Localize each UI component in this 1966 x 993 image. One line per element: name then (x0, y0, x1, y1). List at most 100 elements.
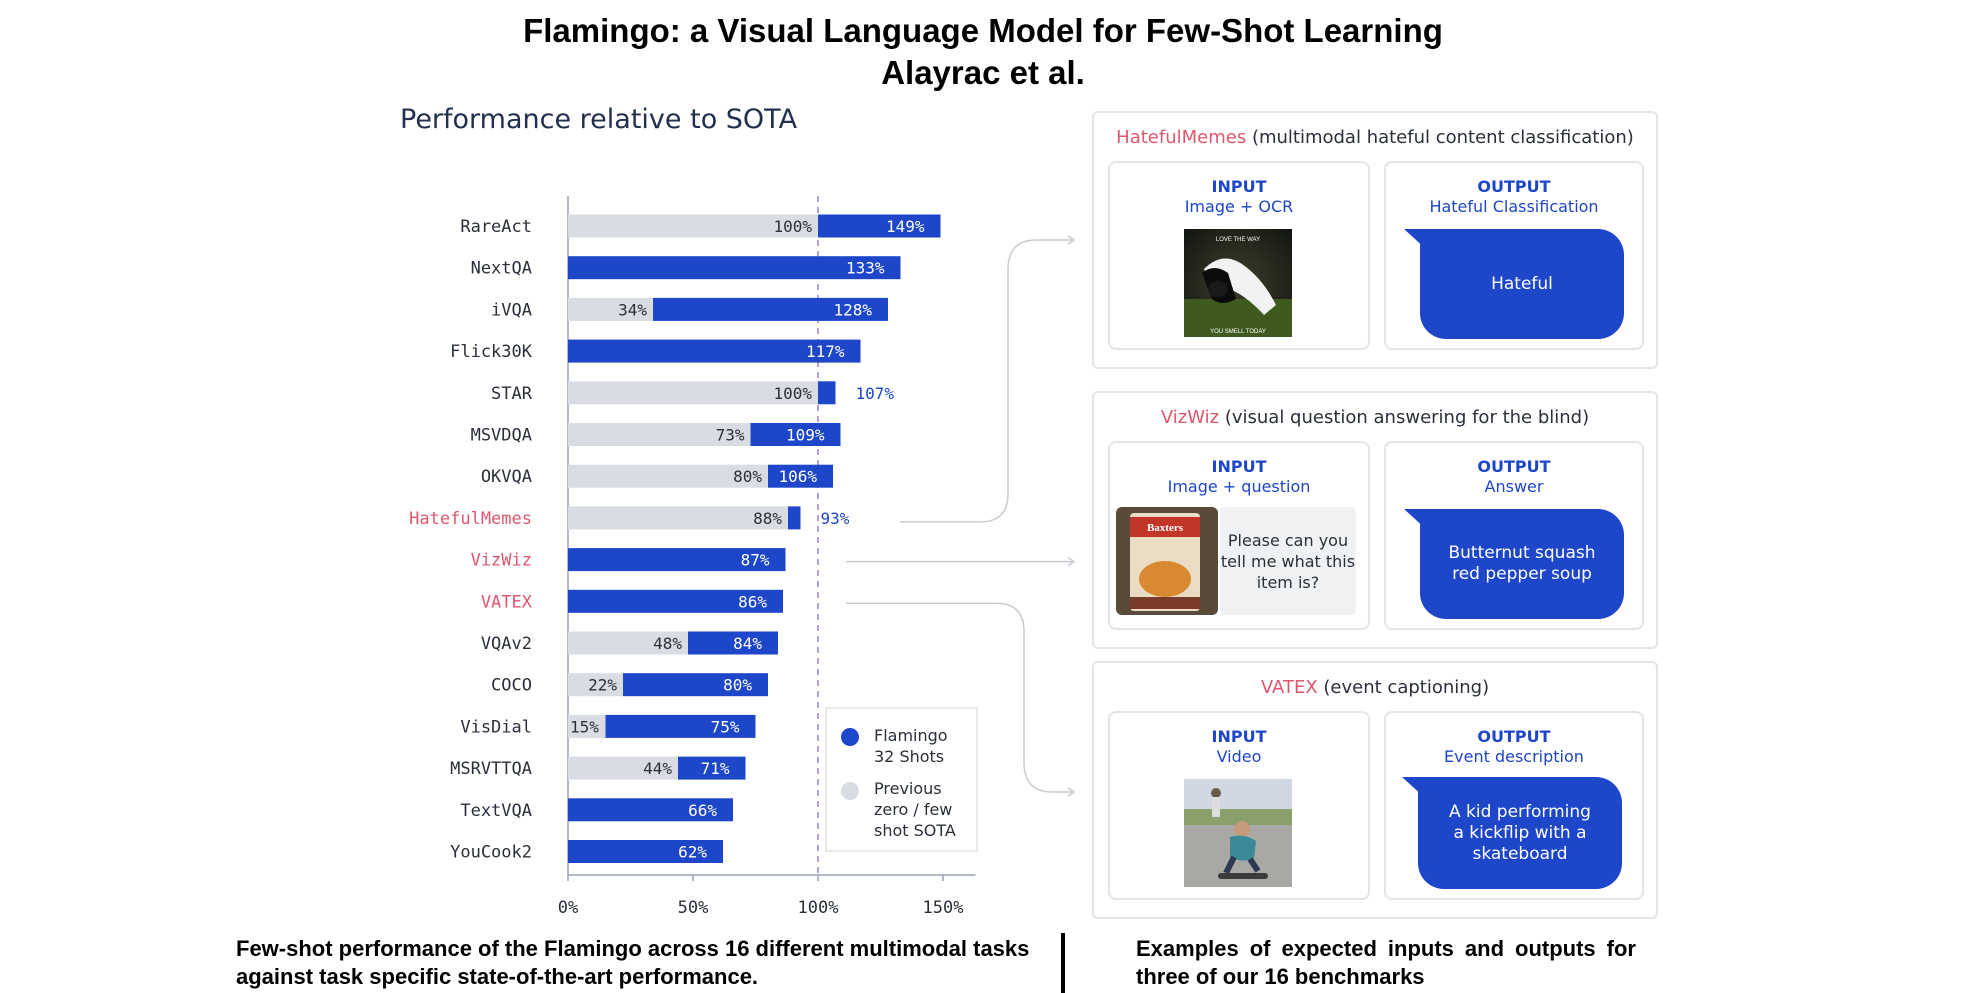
flamingo-value-label: 62% (678, 843, 707, 862)
flamingo-value-label: 86% (738, 592, 767, 611)
flamingo-bar (768, 464, 833, 488)
benchmark-desc: (multimodal hateful content classificati… (1251, 127, 1634, 148)
flamingo-value-label: 93% (821, 509, 850, 528)
category-label: TextVQA (460, 801, 532, 821)
panel-title: VATEX (event captioning) (1094, 677, 1656, 698)
output-heading: OUTPUT (1477, 457, 1551, 476)
flamingo-bar (605, 714, 756, 738)
output-subheading: Event description (1444, 747, 1584, 766)
category-label: RareAct (460, 217, 532, 237)
input-box: INPUT Image + question Baxters Please ca… (1108, 441, 1370, 630)
output-box: OUTPUT Answer Butternut squash red peppe… (1384, 441, 1644, 630)
output-bubble: A kid performing a kickflip with a skate… (1402, 777, 1622, 889)
category-label: VisDial (460, 717, 532, 737)
page-title: Flamingo: a Visual Language Model for Fe… (523, 12, 1443, 49)
legend-sota-label: shot SOTA (874, 821, 956, 840)
can-brand-text: Baxters (1147, 522, 1184, 534)
input-box: INPUT Image + OCR LOVE THE WAY YOU SMELL… (1108, 161, 1370, 350)
flamingo-value-label: 128% (833, 300, 872, 319)
chart-legend: Flamingo 32 Shots Previous zero / few shot S… (825, 707, 978, 852)
connector-vatex (846, 602, 1072, 793)
sota-bar (568, 214, 818, 238)
output-heading: OUTPUT (1477, 177, 1551, 196)
sota-bar (568, 673, 623, 697)
flamingo-value-label: 109% (786, 426, 825, 445)
flamingo-bar (568, 589, 783, 613)
legend-sota-label: Previous (874, 779, 942, 798)
sota-bar (568, 756, 678, 780)
flamingo-value-label: 107% (856, 384, 895, 403)
connector-arrow (1067, 787, 1076, 797)
legend-flamingo-swatch (841, 728, 859, 746)
sota-value-label: 100% (773, 217, 812, 236)
sota-bar (568, 381, 818, 405)
flamingo-bar (568, 548, 786, 572)
sota-bar (568, 506, 788, 530)
x-tick-label: 150% (923, 898, 964, 918)
page-authors: Alayrac et al. (881, 54, 1085, 91)
sota-bar (568, 714, 606, 738)
flamingo-bar (653, 297, 888, 321)
legend-sota-swatch (841, 782, 859, 800)
sota-value-label: 88% (753, 509, 782, 528)
category-label: VATEX (481, 592, 533, 612)
flamingo-value-label: 87% (741, 551, 770, 570)
category-label: MSRVTTQA (450, 759, 532, 779)
category-label: VQAv2 (481, 634, 532, 654)
output-text: Hateful (1491, 273, 1553, 294)
flamingo-bar (678, 756, 746, 780)
sota-bar (568, 297, 653, 321)
flamingo-bar (788, 506, 801, 530)
output-text: Butternut squash red pepper soup (1448, 543, 1596, 584)
category-label: Flick30K (450, 342, 533, 362)
panel-vatex: VATEX (event captioning) INPUT Video OUT… (1092, 661, 1658, 919)
output-box: OUTPUT Event description A kid performin… (1384, 711, 1644, 900)
flamingo-bar (623, 673, 768, 697)
caption-divider (1061, 933, 1065, 993)
output-bubble: Butternut squash red pepper soup (1404, 509, 1624, 619)
meme-top-text: LOVE THE WAY (1216, 237, 1260, 243)
benchmark-name: VATEX (1260, 677, 1318, 698)
connector-arrow (1067, 235, 1076, 245)
sota-value-label: 44% (643, 759, 672, 778)
category-label: MSVDQA (471, 426, 532, 446)
category-label: YouCook2 (450, 843, 532, 863)
sota-bar (568, 464, 768, 488)
category-label: COCO (491, 676, 532, 696)
category-label: NextQA (471, 259, 532, 279)
flamingo-value-label: 75% (711, 717, 740, 736)
question-bubble: Please can you tell me what this item is… (1220, 507, 1356, 615)
skateboard-video-frame (1184, 779, 1292, 887)
input-heading: INPUT (1211, 727, 1267, 746)
flamingo-value-label: 133% (846, 259, 885, 278)
sota-value-label: 48% (653, 634, 682, 653)
legend-sota-label: zero / few (874, 800, 952, 819)
legend-flamingo-label: 32 Shots (874, 747, 944, 766)
panel-hatefulmemes: HatefulMemes (multimodal hateful content… (1092, 111, 1658, 369)
x-tick-label: 50% (678, 898, 709, 918)
sota-value-label: 73% (716, 426, 745, 445)
flamingo-value-label: 84% (733, 634, 762, 653)
input-subheading: Video (1216, 747, 1262, 766)
examples-caption: Examples of expected inputs and outputs … (1136, 936, 1636, 989)
soup-can-image: Baxters (1116, 507, 1218, 615)
chart-caption: Few-shot performance of the Flamingo acr… (236, 936, 1030, 989)
benchmark-name: VizWiz (1160, 407, 1220, 428)
output-subheading: Hateful Classification (1429, 197, 1599, 216)
legend-flamingo-label: Flamingo (874, 726, 948, 745)
panel-title: VizWiz (visual question answering for th… (1094, 407, 1656, 428)
category-label: OKVQA (481, 467, 532, 487)
input-box: INPUT Video (1108, 711, 1370, 900)
flamingo-bar (568, 339, 861, 363)
category-label: STAR (491, 384, 533, 404)
flamingo-bar (818, 214, 941, 238)
connector-hatefulmemes (900, 239, 1072, 523)
sota-value-label: 15% (570, 717, 599, 736)
category-label: iVQA (491, 300, 532, 320)
input-subheading: Image + OCR (1184, 197, 1294, 216)
x-tick-label: 0% (558, 898, 578, 918)
panel-vizwiz: VizWiz (visual question answering for th… (1092, 391, 1658, 649)
category-label: VizWiz (471, 551, 532, 571)
flamingo-bar (568, 840, 723, 863)
output-bubble: Hateful (1404, 229, 1624, 339)
